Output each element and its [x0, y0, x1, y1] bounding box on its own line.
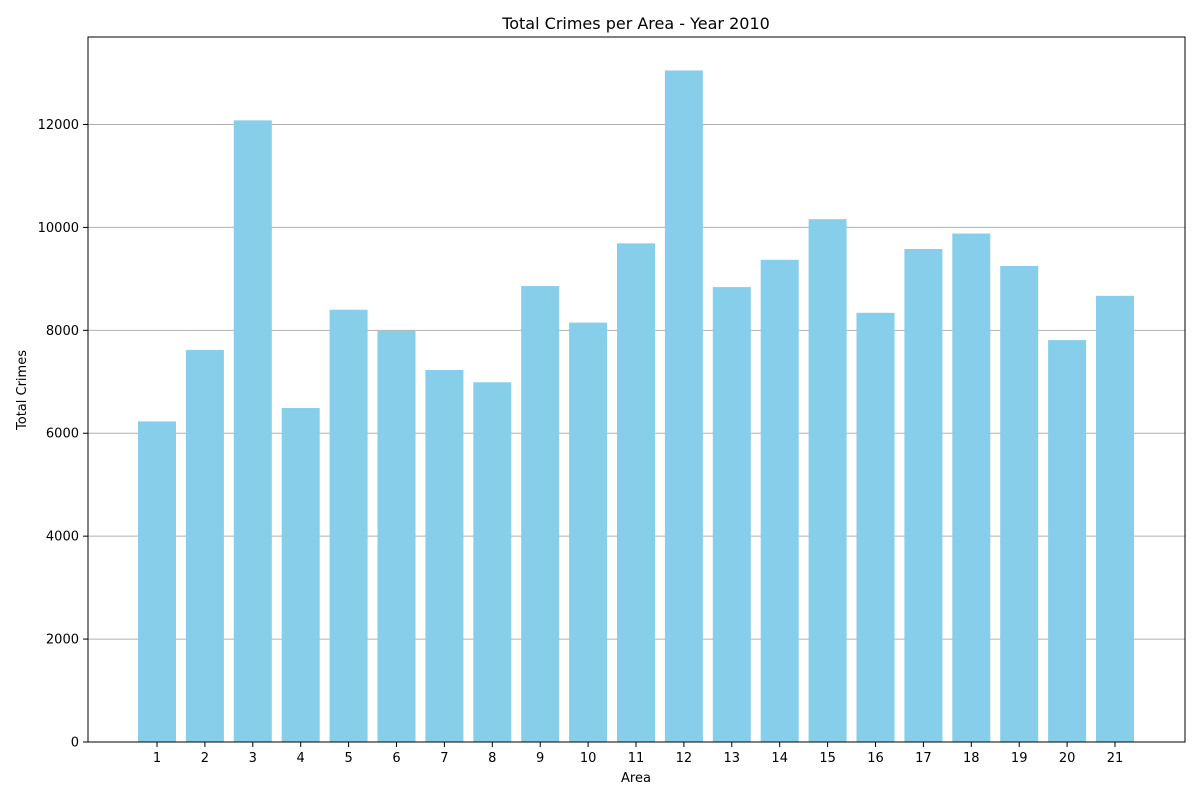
bar-area-20 [1048, 340, 1087, 742]
x-tick-label: 8 [488, 751, 496, 766]
x-tick-label: 21 [1107, 751, 1124, 766]
y-axis-label: Total Crimes [15, 350, 30, 431]
bar-area-3 [233, 120, 272, 742]
y-tick-label: 6000 [46, 427, 79, 442]
y-axis-ticks: 0 2000 4000 6000 8000 10000 12000 [38, 118, 88, 751]
x-tick-label: 16 [867, 751, 884, 766]
x-tick-label: 19 [1011, 751, 1028, 766]
bar-area-18 [952, 233, 991, 742]
x-tick-label: 9 [536, 751, 544, 766]
bar-area-7 [425, 369, 464, 742]
x-tick-label: 10 [580, 751, 597, 766]
x-tick-label: 14 [771, 751, 788, 766]
y-tick-label: 2000 [46, 633, 79, 648]
bar-area-15 [808, 219, 847, 743]
x-tick-label: 15 [819, 751, 836, 766]
x-tick-label: 6 [392, 751, 400, 766]
bar-area-5 [329, 309, 368, 742]
x-tick-label: 12 [676, 751, 693, 766]
bar-area-19 [1000, 265, 1039, 742]
bar-area-9 [521, 286, 560, 742]
bar-area-11 [617, 243, 655, 743]
x-tick-label: 5 [344, 751, 352, 766]
x-tick-label: 7 [440, 751, 448, 766]
chart-title: Total Crimes per Area - Year 2010 [501, 14, 770, 33]
bar-area-6 [377, 330, 416, 742]
bar-area-8 [473, 382, 512, 742]
x-tick-label: 1 [153, 751, 161, 766]
bar-area-4 [281, 408, 320, 742]
bars [138, 70, 1134, 743]
x-tick-label: 3 [249, 751, 257, 766]
x-axis-label: Area [621, 771, 651, 786]
x-tick-label: 20 [1059, 751, 1076, 766]
x-tick-label: 11 [628, 751, 645, 766]
y-tick-label: 12000 [38, 118, 79, 133]
y-tick-label: 0 [71, 736, 79, 751]
x-tick-label: 4 [297, 751, 305, 766]
bar-area-14 [760, 259, 799, 742]
bar-area-16 [856, 312, 895, 742]
x-tick-label: 13 [724, 751, 741, 766]
y-tick-label: 8000 [46, 324, 79, 339]
x-tick-label: 2 [201, 751, 209, 766]
x-tick-label: 18 [963, 751, 980, 766]
bar-area-10 [569, 322, 608, 742]
y-tick-label: 10000 [38, 221, 79, 236]
bar-area-1 [138, 421, 176, 742]
bar-area-17 [904, 249, 943, 743]
bar-area-2 [185, 349, 224, 742]
x-tick-label: 17 [915, 751, 932, 766]
bar-area-12 [664, 70, 703, 742]
y-tick-label: 4000 [46, 530, 79, 545]
bar-area-13 [712, 287, 751, 742]
x-axis-ticks: 1 2 3 4 5 6 7 8 9 10 11 12 13 14 15 16 17 18 19 20 21 [153, 742, 1123, 766]
bar-area-21 [1096, 295, 1134, 742]
